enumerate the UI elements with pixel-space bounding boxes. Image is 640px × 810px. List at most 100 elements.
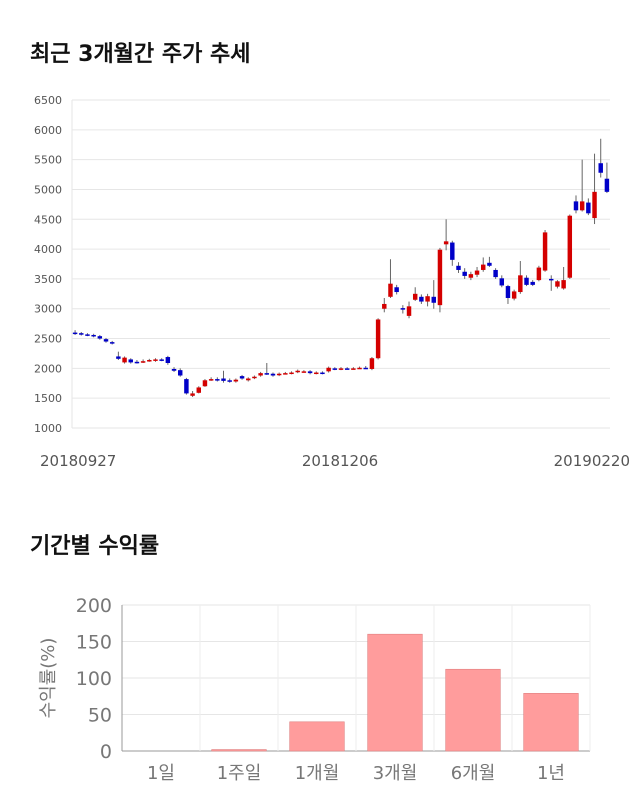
candle-body <box>586 202 591 214</box>
candle-body <box>511 291 517 299</box>
candle-body <box>109 342 115 344</box>
candle-body <box>567 215 573 278</box>
candle-body <box>276 373 282 376</box>
candle-body <box>412 293 418 300</box>
returns-title: 기간별 수익률 <box>30 534 160 559</box>
candle-body <box>493 269 498 278</box>
candle-x-tick-label: 20181206 <box>302 452 378 470</box>
candle-body <box>85 334 90 336</box>
candle-body <box>320 372 325 375</box>
candle-body <box>239 376 245 379</box>
candle-body <box>530 281 535 285</box>
candle-body <box>252 376 257 379</box>
candle-body <box>221 378 226 381</box>
candle-body <box>103 339 109 342</box>
candle-body <box>116 356 121 359</box>
candle-body <box>456 265 461 270</box>
candle-body <box>332 368 338 370</box>
candle-body <box>344 368 350 370</box>
candle-body <box>140 361 146 363</box>
candle-body <box>215 379 220 381</box>
candle-body <box>437 249 443 306</box>
candle-body <box>462 271 467 276</box>
candle-body <box>196 387 201 393</box>
bar-y-axis-label: 수익률(%) <box>38 638 59 719</box>
candle-body <box>153 359 158 361</box>
candle-body <box>233 379 239 382</box>
return-bar <box>523 693 579 752</box>
candle-body <box>202 380 208 387</box>
candle-body <box>264 373 270 375</box>
candle-body <box>450 242 455 260</box>
candle-body <box>555 281 560 287</box>
bar-x-tick-label: 1주일 <box>217 763 262 784</box>
bar-y-tick-label: 200 <box>76 595 112 617</box>
candle-body <box>338 368 344 370</box>
candle-body <box>487 262 492 266</box>
bar-y-tick-label: 100 <box>76 668 112 690</box>
candle-body <box>474 270 480 275</box>
candle-body <box>171 368 177 371</box>
bar-x-tick-label: 1개월 <box>295 763 340 784</box>
bar-grid <box>121 604 591 752</box>
bar-y-tick-label: 150 <box>76 632 112 654</box>
candle-body <box>289 372 294 375</box>
bar-y-axis: 200 150 100 50 0 <box>76 595 112 763</box>
candle-body <box>431 296 436 303</box>
candle-body <box>301 371 307 373</box>
candle-body <box>598 163 603 173</box>
candle-y-tick-label: 2500 <box>34 333 62 346</box>
bar-x-tick-label: 1일 <box>147 763 175 784</box>
candle-body <box>97 336 103 339</box>
candle-body <box>295 370 300 373</box>
candle-y-tick-label: 1000 <box>34 422 62 435</box>
candle-y-axis: 6500 6000 5500 5000 4500 4000 3500 3000 2500 2000… <box>34 94 62 435</box>
candle-body <box>388 283 393 297</box>
candle-body <box>549 278 554 281</box>
candle-body <box>314 372 319 375</box>
bar-x-axis: 1일 1주일 1개월 3개월 6개월 1년 <box>147 763 565 784</box>
candle-body <box>369 358 375 369</box>
candle-body <box>122 357 127 363</box>
candle-body <box>326 367 331 372</box>
price-trend-title: 최근 3개월간 주가 추세 <box>30 42 251 67</box>
candle-body <box>307 371 313 374</box>
candle-body <box>270 373 276 376</box>
bar-x-tick-label: 3개월 <box>373 763 418 784</box>
candle-body <box>258 373 263 376</box>
candle-body <box>177 370 183 376</box>
bar-y-tick-label: 50 <box>88 705 112 727</box>
candle-y-tick-label: 5500 <box>34 154 62 167</box>
candle-body <box>208 379 214 381</box>
return-bar <box>445 668 501 752</box>
candle-body <box>604 178 610 192</box>
bar-x-tick-label: 1년 <box>537 763 565 784</box>
candle-body <box>579 201 585 211</box>
candle-body <box>128 359 133 363</box>
candle-y-tick-label: 4000 <box>34 243 62 256</box>
bar-y-tick-label: 0 <box>100 741 112 763</box>
candle-body <box>72 332 78 335</box>
bar-x-tick-label: 6개월 <box>451 763 496 784</box>
return-bar <box>289 721 345 752</box>
candle-y-tick-label: 5000 <box>34 183 62 196</box>
candle-body <box>419 296 424 302</box>
candle-body <box>184 379 189 394</box>
candle-body <box>481 264 486 270</box>
candle-body <box>425 296 430 302</box>
candle-body <box>542 232 548 271</box>
candle-body <box>443 241 449 245</box>
candle-body <box>283 373 288 375</box>
candle-body <box>134 361 140 364</box>
candle-body <box>561 280 566 289</box>
candle-body <box>91 334 96 337</box>
candle-body <box>375 319 381 359</box>
candle-y-tick-label: 4500 <box>34 213 62 226</box>
candle-body <box>536 267 542 281</box>
bar-series <box>211 633 579 752</box>
candle-body <box>382 303 387 309</box>
candle-body <box>573 201 579 211</box>
candle-y-tick-label: 2000 <box>34 362 62 375</box>
candle-body <box>79 333 84 335</box>
